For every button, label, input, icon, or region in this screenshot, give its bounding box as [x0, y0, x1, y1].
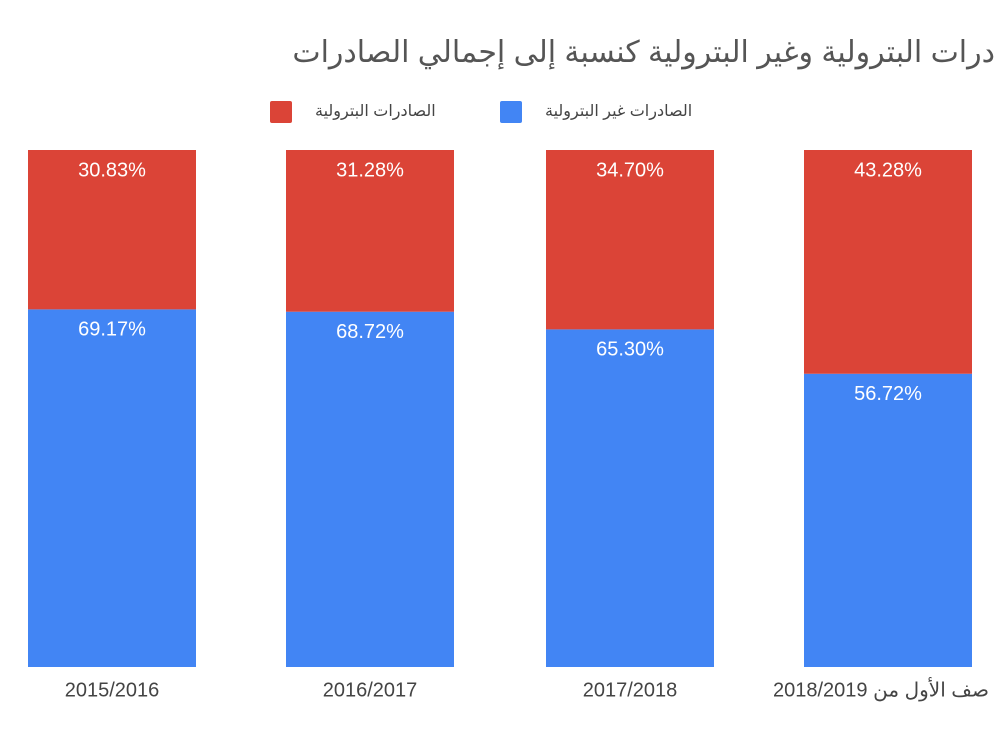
- data-label: 65.30%: [596, 339, 664, 361]
- data-label: 56.72%: [854, 383, 922, 405]
- bar-segment: [28, 150, 196, 310]
- data-label: 34.70%: [596, 159, 664, 181]
- data-label: 68.72%: [336, 321, 404, 343]
- bar-segment: [804, 373, 972, 667]
- x-tick-label: صف الأول من 2018/2019: [773, 677, 989, 701]
- bar-segment: [546, 329, 714, 667]
- data-label: 43.28%: [854, 159, 922, 181]
- chart-title: درات البترولية وغير البترولية كنسبة إلى …: [292, 36, 995, 70]
- x-tick-label: 2015/2016: [65, 679, 160, 701]
- bar-segment: [286, 150, 454, 312]
- data-label: 30.83%: [78, 159, 146, 181]
- x-tick-label: 2016/2017: [323, 679, 418, 701]
- bar-segment: [28, 309, 196, 667]
- data-label: 31.28%: [336, 159, 404, 181]
- bar-segment: [804, 150, 972, 374]
- data-label: 69.17%: [78, 319, 146, 341]
- legend-swatch: [270, 101, 292, 123]
- bar-segment: [286, 311, 454, 667]
- legend-label: الصادرات البترولية: [315, 103, 436, 121]
- x-tick-label: 2017/2018: [583, 679, 678, 701]
- legend-swatch: [500, 101, 522, 123]
- legend-label: الصادرات غير البترولية: [545, 103, 692, 121]
- bar-segment: [546, 150, 714, 330]
